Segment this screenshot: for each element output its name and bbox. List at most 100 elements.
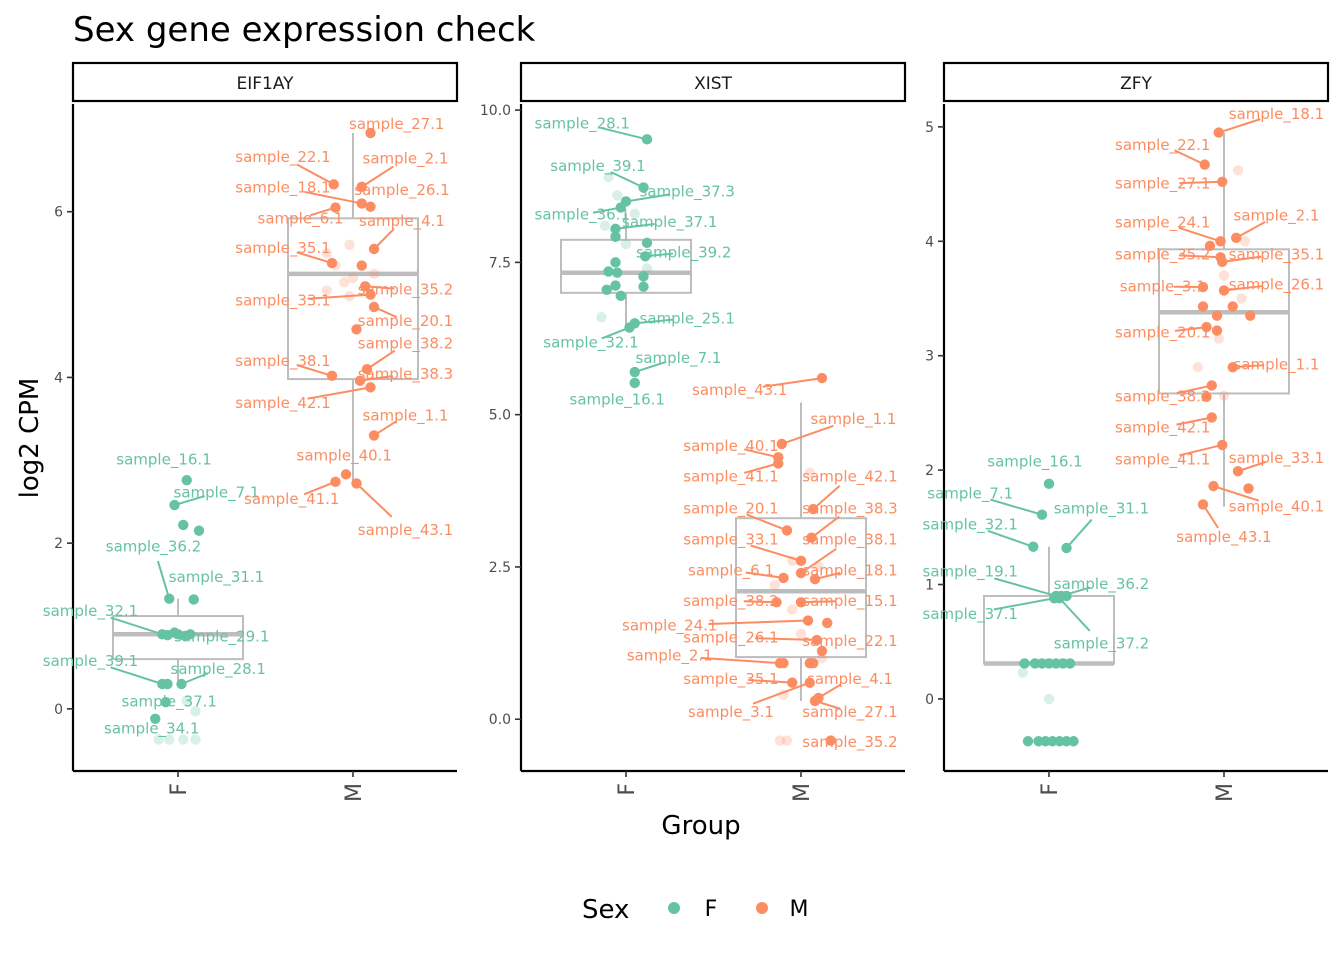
label-leader bbox=[1179, 443, 1223, 457]
point bbox=[816, 653, 828, 664]
point-label: sample_39.1 bbox=[43, 652, 138, 671]
box-iqr bbox=[735, 517, 867, 659]
label-leader bbox=[634, 318, 673, 325]
point-label: sample_37.1 bbox=[923, 605, 1018, 624]
point-label: sample_25.1 bbox=[640, 309, 735, 328]
label-leader bbox=[993, 597, 1055, 611]
x-tick-label: M bbox=[342, 783, 367, 802]
x-tick-label: M bbox=[1213, 783, 1238, 802]
point bbox=[638, 281, 649, 292]
point bbox=[321, 247, 332, 259]
point-sample-33-1 bbox=[365, 289, 376, 300]
point bbox=[808, 657, 819, 669]
point-label: sample_39.1 bbox=[550, 157, 645, 176]
facet-label: ZFY bbox=[1120, 74, 1152, 94]
label-leader bbox=[303, 480, 336, 496]
point bbox=[603, 266, 614, 277]
point-label: sample_20.1 bbox=[358, 312, 453, 331]
point-sample-41-1 bbox=[330, 476, 341, 488]
point-label: sample_34.1 bbox=[104, 720, 199, 739]
point bbox=[1211, 310, 1223, 321]
point bbox=[795, 628, 807, 640]
point-label: sample_38.1 bbox=[235, 352, 330, 371]
point bbox=[596, 311, 607, 323]
label-leader bbox=[817, 683, 842, 699]
point-label: sample_31.1 bbox=[1054, 500, 1149, 519]
point bbox=[344, 239, 355, 251]
label-leader bbox=[1174, 149, 1206, 166]
point bbox=[603, 171, 614, 183]
point-label: sample_32.1 bbox=[43, 602, 138, 621]
point bbox=[641, 237, 653, 249]
point-label: sample_40.1 bbox=[683, 437, 778, 456]
label-leader bbox=[1060, 586, 1091, 597]
point bbox=[1204, 240, 1216, 252]
label-leader bbox=[1058, 597, 1091, 632]
point-label: sample_1.1 bbox=[363, 407, 449, 426]
point-sample-16-1 bbox=[629, 377, 640, 389]
point bbox=[193, 525, 205, 536]
label-leader bbox=[800, 600, 837, 604]
label-leader bbox=[746, 513, 788, 532]
label-leader bbox=[359, 374, 393, 382]
point bbox=[162, 678, 173, 690]
point-label: sample_3.1 bbox=[688, 703, 774, 722]
point-label: sample_1.1 bbox=[811, 410, 897, 429]
label-leader bbox=[1222, 255, 1262, 263]
point-label: sample_27.1 bbox=[802, 703, 897, 722]
x-tick-label: F bbox=[615, 783, 640, 796]
label-leader bbox=[993, 577, 1057, 597]
point bbox=[1197, 301, 1209, 312]
point-label: sample_22.1 bbox=[802, 632, 897, 651]
point bbox=[610, 231, 621, 242]
label-leader bbox=[752, 681, 811, 705]
point-label: sample_32.1 bbox=[543, 334, 638, 353]
label-leader bbox=[812, 484, 841, 510]
label-leader bbox=[700, 656, 781, 665]
legend-label: M bbox=[790, 897, 809, 922]
point-label: sample_6.1 bbox=[258, 209, 344, 228]
point-label: sample_38.3 bbox=[358, 365, 453, 384]
point-label: sample_43.1 bbox=[1176, 528, 1271, 547]
point-label: sample_20.1 bbox=[1115, 323, 1210, 342]
y-tick-label: 5 bbox=[925, 120, 934, 136]
label-leader bbox=[307, 293, 371, 300]
point-sample-16-1 bbox=[181, 474, 192, 486]
label-leader bbox=[743, 462, 779, 474]
point-label: sample_38.3 bbox=[1115, 387, 1210, 406]
point-labels: sample_16.1 sample_7.1 sample_31.1 sample_3… bbox=[923, 105, 1325, 654]
point-label: sample_18.1 bbox=[1229, 105, 1324, 124]
legend-label: F bbox=[705, 897, 718, 922]
point bbox=[164, 734, 175, 745]
point bbox=[1213, 333, 1224, 344]
label-leader bbox=[156, 560, 171, 599]
point bbox=[347, 272, 359, 284]
y-tick-label: 2.5 bbox=[489, 560, 511, 576]
point bbox=[1201, 391, 1212, 403]
point-label: sample_6.1 bbox=[688, 561, 774, 580]
point bbox=[610, 280, 621, 291]
box-m bbox=[1158, 132, 1290, 507]
legend-title: Sex bbox=[582, 895, 629, 925]
label-leader bbox=[373, 420, 398, 437]
point bbox=[1211, 325, 1223, 336]
point-label: sample_40.1 bbox=[1229, 497, 1324, 516]
point bbox=[612, 190, 623, 201]
facet-label: EIF1AY bbox=[236, 74, 294, 94]
label-leader bbox=[708, 619, 809, 625]
label-leader bbox=[745, 571, 784, 579]
legend-item-f: F bbox=[668, 897, 717, 922]
point-sample-31-1 bbox=[188, 594, 199, 605]
x-tick-label: M bbox=[790, 783, 815, 802]
label-leader bbox=[1179, 180, 1223, 185]
point-sample-34-1 bbox=[150, 713, 161, 724]
point bbox=[321, 285, 332, 296]
point-label: sample_43.1 bbox=[358, 521, 453, 540]
point-label: sample_27.1 bbox=[349, 115, 444, 134]
legend-key bbox=[668, 902, 680, 914]
label-leader bbox=[1176, 384, 1212, 395]
label-leader bbox=[296, 251, 333, 265]
label-leader bbox=[1178, 226, 1221, 243]
